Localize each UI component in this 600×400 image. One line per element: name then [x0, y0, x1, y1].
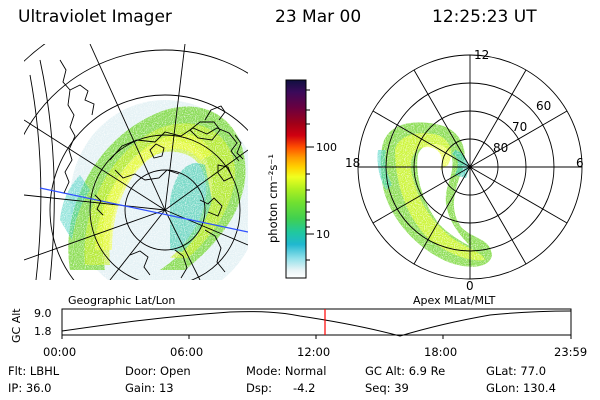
info-glat: GLat: 77.0 — [486, 364, 547, 378]
lat-label-80: 80 — [493, 141, 508, 155]
date-label: 23 Mar 00 — [275, 7, 362, 27]
mlt-label-12: 12 — [474, 48, 489, 62]
colorbar — [285, 79, 307, 279]
info-gc-alt: GC Alt: 6.9 Re — [365, 364, 446, 378]
geographic-map — [24, 44, 248, 280]
info-seq: Seq: 39 — [365, 381, 409, 395]
lat-label-70: 70 — [512, 120, 527, 134]
timeline-xtick-0600: 06:00 — [170, 345, 203, 359]
timeline-ytick-9: 9.0 — [34, 307, 52, 320]
time-label: 12:25:23 UT — [432, 7, 537, 27]
mlt-label-0: 0 — [466, 279, 474, 293]
info-mode: Mode: Normal — [246, 364, 327, 378]
timeline-xtick-2359: 23:59 — [554, 345, 587, 359]
left-map-caption: Geographic Lat/Lon — [68, 294, 175, 307]
timeline-xtick-0000: 00:00 — [43, 345, 76, 359]
mlt-label-6: 6 — [576, 156, 584, 170]
timeline-ylabel: GC Alt — [10, 308, 23, 343]
info-ip: IP: 36.0 — [8, 381, 52, 395]
info-gain: Gain: 13 — [125, 381, 174, 395]
right-map-caption: Apex MLat/MLT — [413, 294, 496, 307]
colorbar-tick-100: 100 — [316, 141, 337, 154]
colorbar-tick-10: 10 — [316, 228, 330, 241]
info-dsp-value: -4.2 — [293, 381, 316, 395]
colorbar-label: photon cm⁻²s⁻¹ — [266, 154, 280, 243]
timeline-xtick-1800: 18:00 — [424, 345, 457, 359]
timeline-xtick-1200: 12:00 — [297, 345, 330, 359]
apex-polar-plot: 12 18 6 0 60 70 80 — [345, 48, 584, 293]
altitude-timeline: GC Alt 9.0 1.8 00:00 06:00 12:00 18:00 2… — [10, 307, 587, 359]
info-glon: GLon: 130.4 — [486, 381, 556, 395]
app-title: Ultraviolet Imager — [18, 7, 172, 27]
info-dsp-label: Dsp: — [246, 381, 273, 395]
info-door: Door: Open — [125, 364, 191, 378]
info-flt: Flt: LBHL — [8, 364, 60, 378]
mlt-label-18: 18 — [345, 156, 360, 170]
timeline-ytick-1.8: 1.8 — [34, 325, 52, 338]
lat-label-60: 60 — [536, 99, 551, 113]
